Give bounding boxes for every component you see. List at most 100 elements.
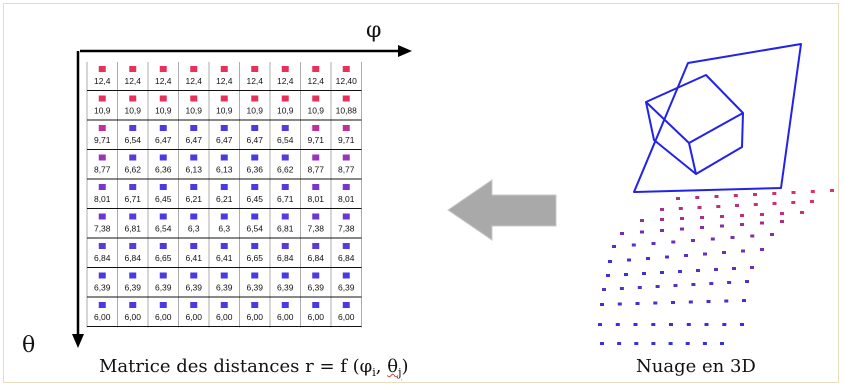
matrix-cell-value: 6,00 — [307, 312, 324, 322]
matrix-marker — [312, 243, 320, 249]
matrix-cell-value: 10,9 — [246, 106, 263, 116]
cloud-point — [700, 216, 704, 219]
cloud-point — [612, 245, 616, 248]
matrix-cell-value: 6,65 — [155, 253, 172, 263]
matrix-cell-value: 6,47 — [155, 135, 172, 145]
matrix-cell-value: 6,39 — [94, 283, 111, 293]
matrix-cell-value: 6,00 — [277, 312, 294, 322]
matrix-marker — [98, 154, 106, 161]
matrix-marker — [98, 66, 106, 72]
matrix-marker — [220, 95, 228, 102]
matrix-marker — [312, 302, 320, 308]
matrix-marker — [159, 154, 167, 161]
cloud-point — [696, 269, 700, 272]
matrix-marker — [98, 125, 106, 131]
theta-axis — [72, 51, 84, 348]
matrix-marker — [190, 95, 198, 102]
matrix-cell-value: 8,77 — [307, 165, 324, 175]
matrix-marker — [342, 243, 350, 249]
matrix-cell-value: 6,84 — [277, 253, 294, 263]
cloud-point — [673, 284, 678, 287]
matrix-cell-value: 6,41 — [216, 253, 233, 263]
caption-comma: , — [375, 356, 388, 377]
cloud-point — [791, 201, 796, 204]
cloud-point — [760, 248, 764, 251]
cloud-point — [602, 288, 606, 291]
matrix-marker — [281, 243, 289, 249]
matrix-marker — [312, 154, 320, 161]
matrix-marker — [220, 272, 228, 279]
cloud-point — [730, 236, 735, 239]
matrix-cell-value: 6,54 — [124, 135, 141, 145]
matrix-marker — [342, 125, 350, 131]
cloud-point — [716, 205, 721, 208]
matrix-cell-value: 12,4 — [94, 76, 111, 86]
matrix-marker — [98, 243, 106, 249]
matrix-marker — [98, 95, 106, 102]
matrix-marker — [220, 302, 228, 308]
cloud-point — [668, 342, 673, 345]
distance-matrix: 12,4 12,4 12,4 12,4 12,4 12,4 12,4 12,4 12,40 10,… — [86, 62, 362, 328]
matrix-marker — [159, 272, 167, 279]
matrix-caption: Matrice des distances r = f (φi, θj) — [99, 356, 409, 379]
cloud-point — [631, 243, 636, 247]
matrix-marker — [281, 213, 289, 220]
cloud-point — [671, 240, 676, 244]
cloud-point — [627, 258, 631, 262]
cloud-point — [810, 200, 814, 203]
matrix-marker — [190, 66, 198, 72]
matrix-marker — [251, 66, 259, 72]
cloud-point — [720, 342, 724, 345]
matrix-cell-value: 6,65 — [246, 253, 263, 263]
caption-sub-i: i — [372, 366, 376, 379]
matrix-marker — [190, 302, 198, 308]
cloud-point — [706, 300, 711, 303]
cloud-point — [615, 323, 620, 326]
matrix-marker — [159, 184, 167, 190]
phi-axis-label: φ — [366, 18, 382, 43]
matrix-marker — [98, 272, 106, 279]
matrix-marker — [220, 213, 228, 220]
cloud-point — [745, 280, 749, 283]
cloud-point — [704, 323, 709, 326]
cloud-point — [685, 342, 690, 345]
matrix-cell-value: 6,71 — [277, 194, 294, 204]
matrix-cell-value: 10,88 — [336, 106, 358, 116]
matrix-cell-value: 6,81 — [124, 224, 141, 234]
matrix-marker — [342, 95, 350, 102]
cloud-point — [700, 226, 704, 229]
matrix-marker — [129, 213, 137, 220]
matrix-marker — [98, 213, 106, 220]
matrix-cell-value: 6,36 — [155, 165, 172, 175]
matrix-cell-value: 12,4 — [185, 76, 202, 86]
matrix-cell-value: 6,39 — [124, 283, 141, 293]
cloud-point — [634, 342, 639, 345]
matrix-cell-value: 8,77 — [338, 165, 355, 175]
matrix-marker — [251, 154, 259, 161]
matrix-cell-value: 6,00 — [124, 312, 141, 322]
caption-close: ) — [401, 356, 409, 377]
cloud-point — [653, 301, 658, 305]
cloud-point — [660, 218, 664, 221]
cloud-point — [688, 300, 693, 304]
cloud-point — [660, 208, 664, 211]
matrix-cell-value: 10,9 — [94, 106, 111, 116]
cloud-caption: Nuage en 3D — [636, 356, 756, 377]
cloud-point — [760, 221, 764, 225]
matrix-cell-value: 12,40 — [336, 76, 358, 86]
matrix-marker — [312, 95, 320, 102]
cloud-point — [724, 299, 729, 303]
matrix-cell-value: 6,84 — [338, 253, 355, 263]
cloud-point — [780, 220, 784, 223]
matrix-cell-value: 10,9 — [185, 106, 202, 116]
matrix-cell-value: 6,62 — [277, 165, 294, 175]
matrix-cell-value: 6,3 — [218, 224, 230, 234]
cloud-point — [617, 342, 622, 345]
matrix-marker — [312, 125, 320, 131]
matrix-marker — [342, 272, 350, 279]
cloud-point — [772, 192, 777, 195]
cloud-point — [810, 190, 815, 193]
matrix-cell-value: 9,71 — [338, 135, 355, 145]
cloud-point — [671, 301, 675, 304]
